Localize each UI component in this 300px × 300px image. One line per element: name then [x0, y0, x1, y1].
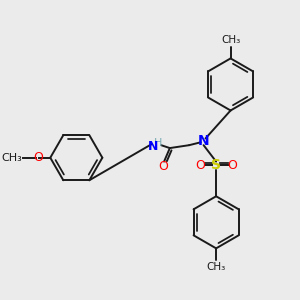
Text: O: O: [195, 159, 205, 172]
Text: CH₃: CH₃: [206, 262, 226, 272]
Text: H: H: [154, 138, 162, 148]
Text: O: O: [33, 151, 43, 164]
Text: N: N: [198, 134, 209, 148]
Text: CH₃: CH₃: [221, 35, 240, 45]
Text: CH₃: CH₃: [2, 153, 22, 163]
Text: N: N: [148, 140, 158, 153]
Text: O: O: [158, 160, 168, 173]
Text: S: S: [211, 158, 221, 172]
Text: O: O: [228, 159, 237, 172]
